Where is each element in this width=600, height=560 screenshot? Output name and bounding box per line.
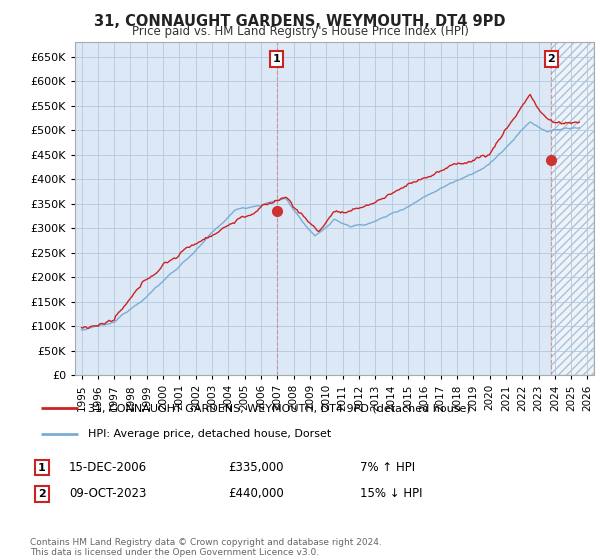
Text: £440,000: £440,000 (228, 487, 284, 501)
Text: 15-DEC-2006: 15-DEC-2006 (69, 461, 147, 474)
Text: 15% ↓ HPI: 15% ↓ HPI (360, 487, 422, 501)
Text: 2: 2 (38, 489, 46, 499)
Text: 31, CONNAUGHT GARDENS, WEYMOUTH, DT4 9PD (detached house): 31, CONNAUGHT GARDENS, WEYMOUTH, DT4 9PD… (88, 403, 471, 413)
Text: 1: 1 (273, 54, 281, 64)
Text: 1: 1 (38, 463, 46, 473)
Text: 7% ↑ HPI: 7% ↑ HPI (360, 461, 415, 474)
Text: 31, CONNAUGHT GARDENS, WEYMOUTH, DT4 9PD: 31, CONNAUGHT GARDENS, WEYMOUTH, DT4 9PD (94, 14, 506, 29)
Text: £335,000: £335,000 (228, 461, 284, 474)
Text: HPI: Average price, detached house, Dorset: HPI: Average price, detached house, Dors… (88, 430, 331, 440)
Text: Price paid vs. HM Land Registry's House Price Index (HPI): Price paid vs. HM Land Registry's House … (131, 25, 469, 38)
Text: 2: 2 (547, 54, 555, 64)
Text: Contains HM Land Registry data © Crown copyright and database right 2024.
This d: Contains HM Land Registry data © Crown c… (30, 538, 382, 557)
Text: 09-OCT-2023: 09-OCT-2023 (69, 487, 146, 501)
